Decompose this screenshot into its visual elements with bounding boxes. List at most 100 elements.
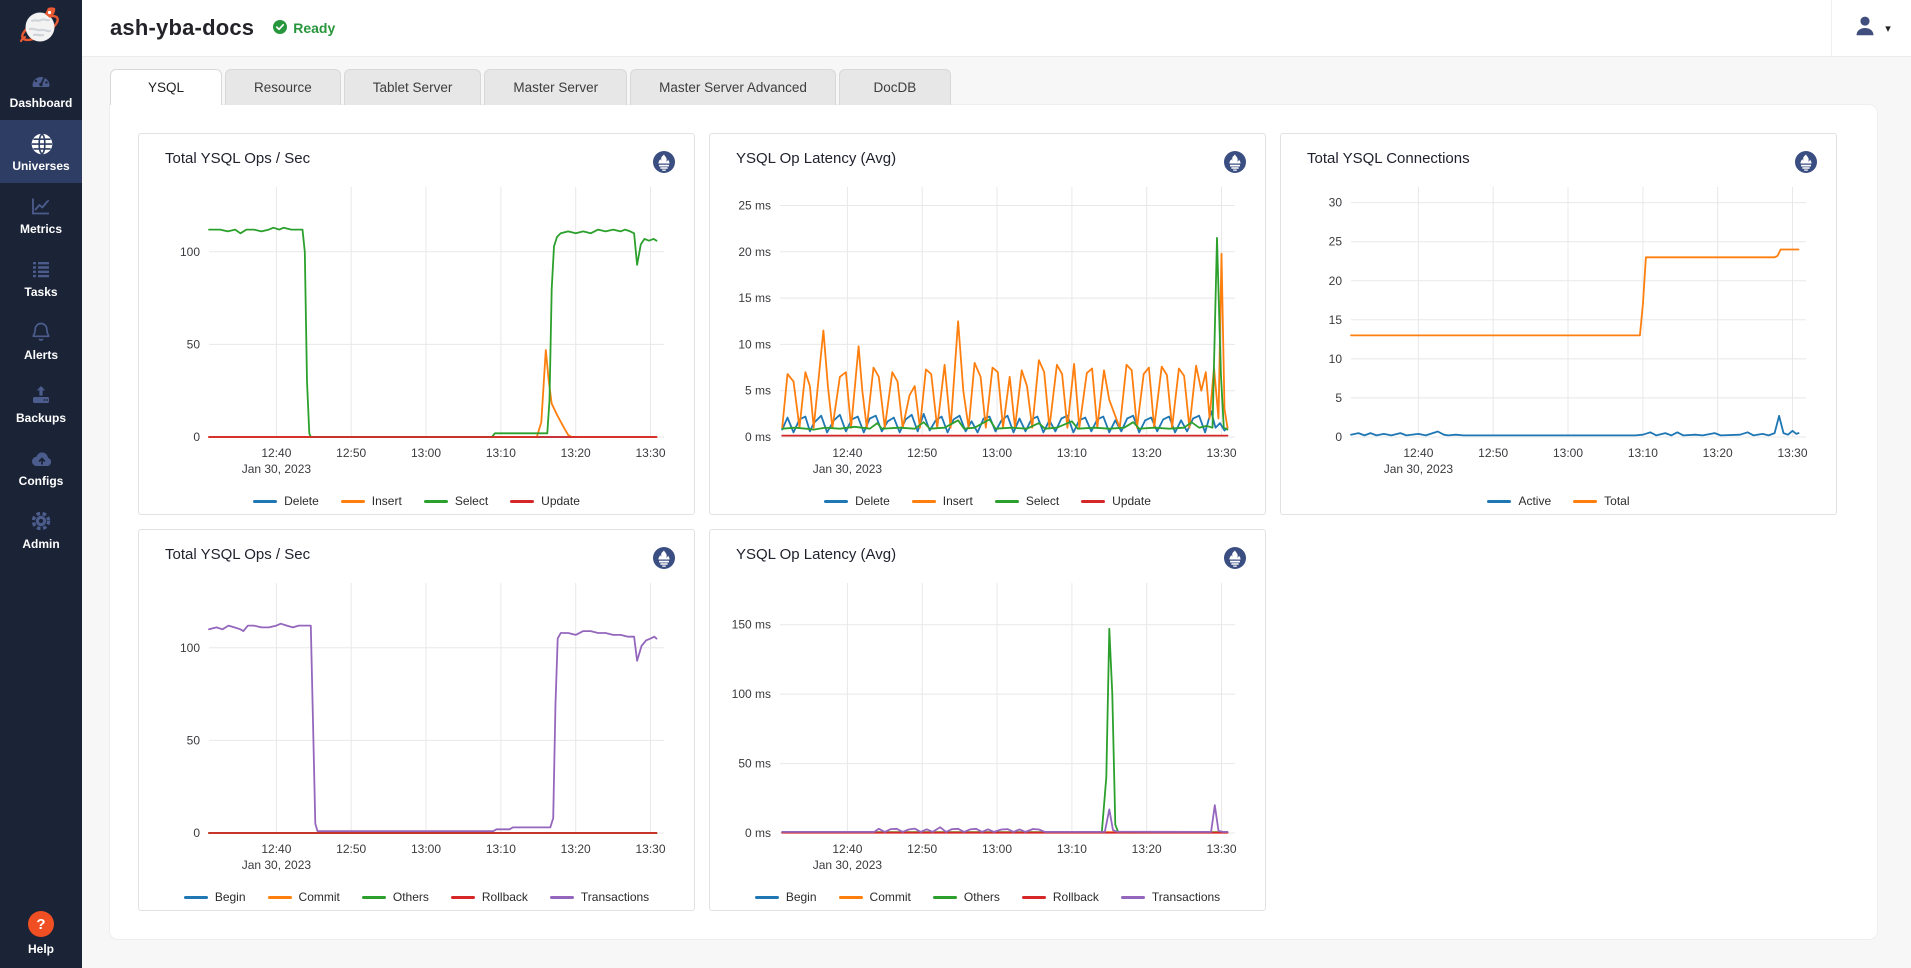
prometheus-icon[interactable] [652, 150, 676, 179]
legend-item-update[interactable]: Update [1081, 494, 1151, 508]
legend-item-select[interactable]: Select [423, 494, 488, 508]
chart-legend: Delete Insert Select Update [726, 494, 1249, 508]
legend-swatch [932, 895, 957, 899]
legend-item-begin[interactable]: Begin [183, 890, 246, 904]
tab-master-server[interactable]: Master Server [484, 69, 628, 105]
legend-item-update[interactable]: Update [510, 494, 580, 508]
prometheus-icon[interactable] [1223, 546, 1247, 575]
legend-label: Total [1604, 494, 1630, 508]
tab-docdb[interactable]: DocDB [838, 69, 951, 105]
svg-text:13:10: 13:10 [1628, 446, 1658, 460]
charts-row: Total YSQL Ops / Sec 12:40 Jan 30, 2023 12… [138, 529, 1849, 911]
legend-item-commit[interactable]: Commit [838, 890, 911, 904]
svg-text:100: 100 [180, 245, 200, 259]
legend-item-others[interactable]: Others [361, 890, 429, 904]
svg-text:Jan 30, 2023: Jan 30, 2023 [813, 858, 883, 872]
legend-item-total[interactable]: Total [1573, 494, 1630, 508]
legend-item-rollback[interactable]: Rollback [450, 890, 528, 904]
legend-swatch [1573, 499, 1598, 503]
svg-text:Jan 30, 2023: Jan 30, 2023 [242, 462, 312, 476]
legend-label: Update [1112, 494, 1151, 508]
legend-item-commit[interactable]: Commit [267, 890, 340, 904]
legend-swatch [549, 895, 574, 899]
legend-item-insert[interactable]: Insert [340, 494, 402, 508]
svg-text:12:40: 12:40 [261, 842, 291, 856]
sidebar-item-alerts[interactable]: Alerts [0, 309, 82, 372]
legend-item-begin[interactable]: Begin [754, 890, 817, 904]
svg-text:12:50: 12:50 [907, 842, 937, 856]
legend-swatch [1081, 499, 1106, 503]
svg-text:13:20: 13:20 [561, 446, 591, 460]
svg-text:100: 100 [180, 641, 200, 655]
svg-text:5: 5 [1335, 391, 1342, 405]
svg-text:13:30: 13:30 [1206, 842, 1236, 856]
chart-panel: YSQL Op Latency (Avg) 12:40 Jan 30, 2023 1… [709, 529, 1266, 911]
sidebar-item-configs[interactable]: Configs [0, 435, 82, 498]
svg-text:Jan 30, 2023: Jan 30, 2023 [813, 462, 883, 476]
prometheus-icon[interactable] [1794, 150, 1818, 179]
chart-panel-head: YSQL Op Latency (Avg) [726, 542, 1249, 575]
legend-swatch [1120, 895, 1145, 899]
chart-plot[interactable]: 12:40 Jan 30, 2023 12:50 13:00 13:10 13:20 13:… [726, 575, 1247, 881]
sidebar-item-admin[interactable]: Admin [0, 498, 82, 561]
legend-swatch [423, 499, 448, 503]
chart-plot[interactable]: 12:40 Jan 30, 2023 12:50 13:00 13:10 13:20 13:… [1297, 179, 1818, 485]
svg-text:13:30: 13:30 [1206, 446, 1236, 460]
svg-text:15 ms: 15 ms [738, 291, 771, 305]
svg-text:13:00: 13:00 [982, 842, 1012, 856]
legend-item-transactions[interactable]: Transactions [1120, 890, 1220, 904]
legend-item-insert[interactable]: Insert [911, 494, 973, 508]
chart-plot[interactable]: 12:40 Jan 30, 2023 12:50 13:00 13:10 13:20 13:… [726, 179, 1247, 485]
tab-ysql[interactable]: YSQL [110, 69, 222, 105]
svg-text:20: 20 [1329, 274, 1343, 288]
legend-item-select[interactable]: Select [994, 494, 1060, 508]
main-area: ash-yba-docs Ready ▾ YSQL Resource Tablet … [82, 0, 1911, 968]
ready-check-icon [272, 19, 288, 38]
chart-panel-head: Total YSQL Ops / Sec [155, 542, 678, 575]
legend-swatch [183, 895, 208, 899]
sidebar-item-metrics[interactable]: Metrics [0, 183, 82, 246]
svg-text:0 ms: 0 ms [745, 826, 771, 840]
legend-label: Others [963, 890, 1000, 904]
legend-item-delete[interactable]: Delete [824, 494, 890, 508]
sidebar-item-backups[interactable]: Backups [0, 372, 82, 435]
tab-master-server-advanced[interactable]: Master Server Advanced [630, 69, 836, 105]
svg-text:13:20: 13:20 [1703, 446, 1733, 460]
legend-item-others[interactable]: Others [932, 890, 1000, 904]
planet-rocket-logo-icon [18, 3, 64, 54]
legend-swatch [994, 499, 1019, 503]
tasks-list-icon [29, 257, 53, 281]
legend-item-delete[interactable]: Delete [253, 494, 319, 508]
sidebar-item-universes[interactable]: Universes [0, 120, 82, 183]
tab-resource[interactable]: Resource [225, 69, 341, 105]
prometheus-icon[interactable] [1223, 150, 1247, 179]
legend-label: Commit [298, 890, 340, 904]
chevron-down-icon: ▾ [1885, 22, 1891, 35]
svg-text:30: 30 [1329, 196, 1343, 210]
svg-text:50: 50 [187, 733, 201, 747]
sidebar-item-dashboard[interactable]: Dashboard [0, 57, 82, 120]
app-logo[interactable] [0, 0, 82, 57]
status-label: Ready [293, 20, 336, 36]
chart-plot[interactable]: 12:40 Jan 30, 2023 12:50 13:00 13:10 13:20 13:… [155, 575, 676, 881]
legend-item-rollback[interactable]: Rollback [1021, 890, 1099, 904]
legend-item-transactions[interactable]: Transactions [549, 890, 649, 904]
universe-globe-icon [29, 131, 53, 155]
svg-text:13:30: 13:30 [635, 446, 665, 460]
chart-plot[interactable]: 12:40 Jan 30, 2023 12:50 13:00 13:10 13:20 13:… [155, 179, 676, 485]
sidebar-item-label: Universes [12, 158, 70, 173]
svg-text:50 ms: 50 ms [738, 757, 771, 771]
svg-text:5 ms: 5 ms [745, 384, 771, 398]
tab-tablet-server[interactable]: Tablet Server [343, 69, 482, 105]
sidebar-item-tasks[interactable]: Tasks [0, 246, 82, 309]
chart-title: YSQL Op Latency (Avg) [736, 546, 897, 563]
legend-label: Select [1025, 494, 1060, 508]
legend-item-active[interactable]: Active [1487, 494, 1551, 508]
user-menu[interactable]: ▾ [1831, 0, 1911, 56]
svg-text:13:10: 13:10 [486, 446, 516, 460]
prometheus-icon[interactable] [652, 546, 676, 575]
legend-label: Others [392, 890, 429, 904]
legend-label: Rollback [1052, 890, 1099, 904]
sidebar-item-help[interactable]: ? Help [0, 911, 82, 956]
legend-swatch [1487, 499, 1512, 503]
